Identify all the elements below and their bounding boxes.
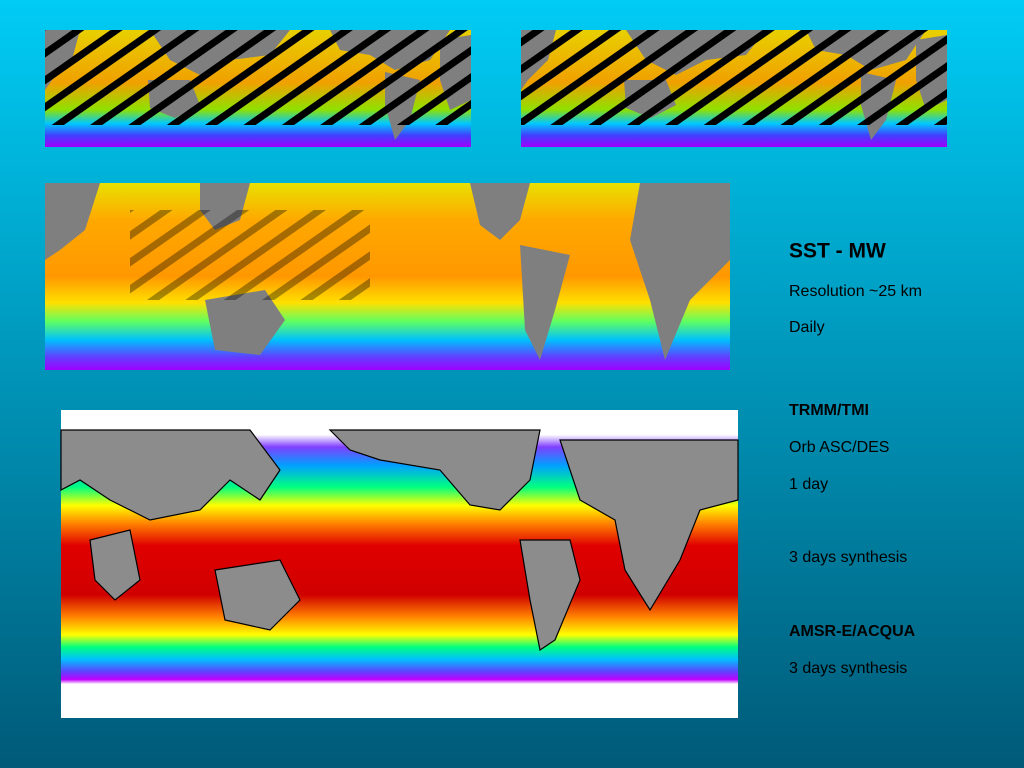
map-daily [45, 183, 730, 370]
map-orbit-des [521, 30, 947, 147]
section-line: Orb ASC/DES [789, 439, 889, 456]
section-heading: AMSR-E/ACQUA [789, 623, 916, 640]
section-line: 3 days synthesis [789, 549, 907, 566]
map-3day [60, 410, 739, 718]
section-line: 1 day [789, 476, 828, 493]
frequency: Daily [789, 319, 825, 336]
section-heading: TRMM/TMI [789, 402, 869, 419]
resolution: Resolution ~25 km [789, 283, 922, 300]
section-line: 3 days synthesis [789, 660, 907, 677]
title: SST - MW [789, 240, 886, 263]
map-orbit-asc [45, 30, 471, 147]
